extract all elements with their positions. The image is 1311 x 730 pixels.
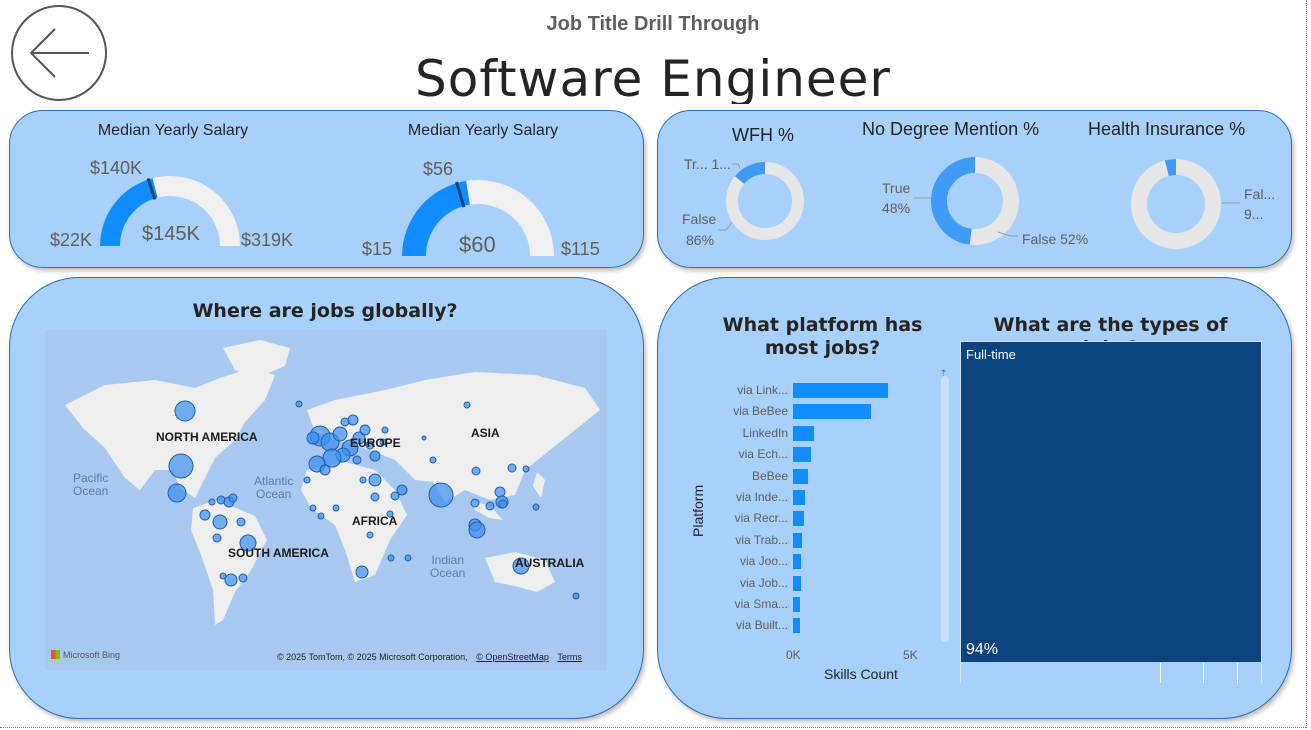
donut-label: False 52% [1022,231,1089,247]
x-axis-title: Skills Count [824,666,898,682]
tile-percent: 94% [966,641,999,658]
bar-category-label: via Link... [737,383,788,397]
openstreetmap-link[interactable]: © OpenStreetMap [476,652,549,662]
map-credit: © 2025 TomTom, © 2025 Microsoft Corporat… [277,652,582,662]
gauge-min-label: $22K [50,230,93,250]
continent-label: AUSTRALIA [515,556,585,570]
donut-slice-true [1131,159,1221,249]
page-subtitle: Job Title Drill Through [546,13,760,35]
job-location-bubbles[interactable] [45,330,607,670]
treemap-tile[interactable] [961,663,1160,683]
donut-wfh[interactable] [725,161,805,241]
treemap-tile[interactable] [1160,663,1203,683]
gauge-hourly-salary[interactable] [400,178,560,258]
gauge-target-label: $140K [90,158,143,178]
donut-label: Fal... [1244,186,1276,202]
bar[interactable] [793,383,888,398]
donut-slice-false [1131,159,1221,249]
bar-category-label: via BeBee [733,404,788,419]
back-button[interactable] [11,5,107,101]
bar[interactable] [793,404,871,420]
bar[interactable] [793,468,808,484]
continent-label: NORTH AMERICA [156,430,258,444]
bar-category-label: via Inde... [735,490,788,504]
treemap-tile-full-time[interactable]: Full-time 94% [961,342,1261,662]
donut-label: 9... [1244,206,1264,222]
gauge-value-label: $60 [459,232,496,257]
donut-label: Tr... 1... [684,156,731,172]
bar[interactable] [793,618,801,634]
donut-slice-true [726,162,804,240]
donut-label: False [682,211,717,227]
gauge-min-label: $15 [362,239,393,259]
gauge-title-hourly: Median Yearly Salary [407,122,559,139]
gauge-max-label: $115 [561,239,600,259]
bing-logo: Microsoft Bing [51,650,120,660]
x-tick: 5K [903,648,918,662]
arrow-left-icon [29,28,89,78]
gauge-target-marker [146,178,157,200]
ocean-label: Indian Ocean [430,553,466,580]
map-land [65,340,600,625]
bar[interactable] [793,511,804,527]
donut-label: 48% [882,200,911,216]
treemap-tile[interactable] [1203,663,1237,683]
bar[interactable] [793,447,811,463]
donut-title-health: Health Insurance % [1088,119,1246,139]
platform-chart-title: What platform has most jobs? [722,314,923,359]
bar-category-label: via Built... [735,618,788,633]
bar[interactable] [793,425,814,441]
donut-no-degree[interactable] [930,156,1020,246]
scroll-up-icon[interactable]: ⇡ [940,369,948,379]
gauge-value-label: $145K [142,223,200,245]
job-types-treemap[interactable]: Full-time 94% [960,341,1262,683]
bar-category-label: via Job... [739,575,788,590]
world-map[interactable]: NORTH AMERICA EUROPE ASIA AFRICA SOUTH A… [45,330,607,670]
bar[interactable] [793,532,803,548]
donut-label: True [882,180,911,196]
ocean-label: Atlantic Ocean [254,474,294,501]
bar[interactable] [793,554,802,570]
gauge-max-label: $319K [241,230,294,250]
bar-category-label: via Joo... [739,554,788,569]
bar-category-label: BeBee [751,468,788,483]
page-title: Software Engineer [415,50,891,104]
continent-label: EUROPE [350,436,401,450]
gauge-title-yearly: Median Yearly Salary [97,122,249,139]
chart-scrollbar[interactable] [941,376,949,642]
bar-category-label: via Ech... [738,447,788,462]
gauge-yearly-salary[interactable] [95,170,245,250]
gauge-fill [402,180,470,256]
leader-lines [914,197,1018,237]
map-title: Where are jobs globally? [192,300,458,322]
bar[interactable] [793,597,801,612]
donut-label: 86% [686,232,715,248]
gauge-target-marker [455,181,466,208]
x-tick: 0K [786,648,801,662]
tile-label: Full-time [966,347,1016,362]
bar[interactable] [793,490,805,505]
continent-label: ASIA [471,426,500,440]
bar-category-label: via Trab... [735,532,788,547]
continent-label: SOUTH AMERICA [228,546,329,560]
continent-label: AFRICA [352,514,398,528]
donut-health-insurance[interactable] [1130,158,1222,250]
bar[interactable] [793,575,802,591]
terms-link[interactable]: Terms [557,652,582,662]
bar-category-label: LinkedIn [742,425,788,440]
donut-slice-true [931,157,1019,245]
leader-lines [718,163,740,231]
gauge-target-label: $56 [423,159,454,179]
leader-lines [1222,202,1240,204]
donut-title-wfh: WFH % [732,125,794,145]
y-axis-title: Platform [690,484,706,537]
ocean-label: Pacific Ocean [73,471,109,498]
bar-category-label: via Recr... [734,511,788,526]
treemap-tile[interactable] [1237,663,1261,683]
donut-title-no-degree: No Degree Mention % [862,119,1040,139]
bar-category-label: via Sma... [734,597,788,611]
gauge-fill [100,178,158,246]
